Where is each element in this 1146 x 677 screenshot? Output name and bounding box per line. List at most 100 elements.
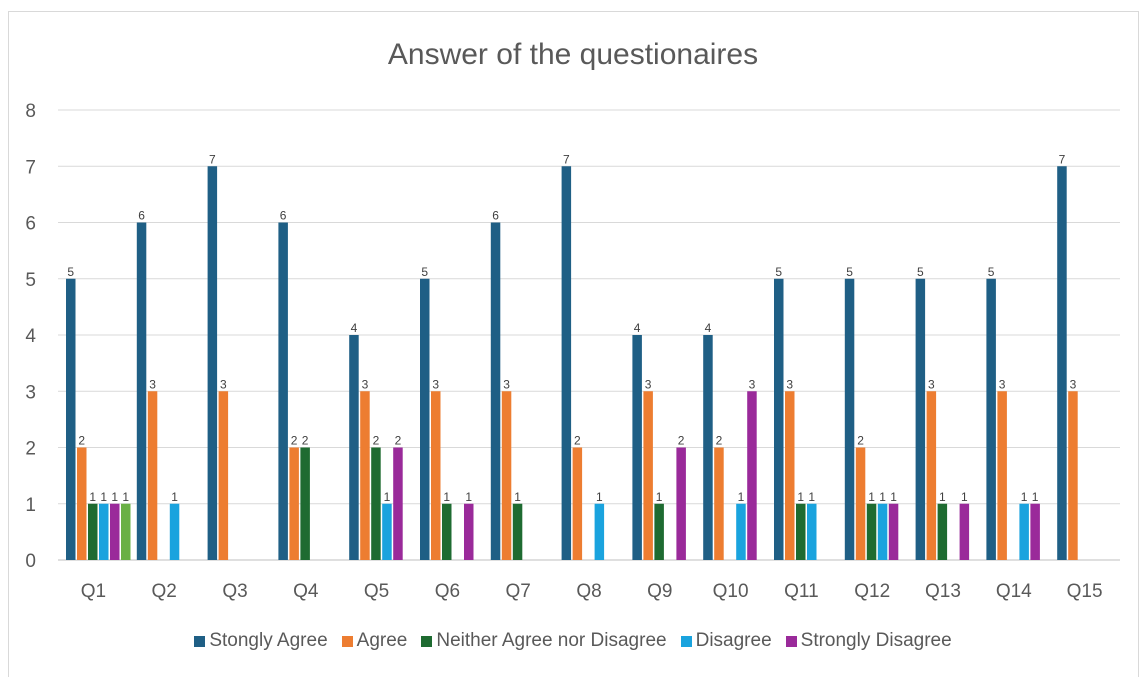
x-tick-label: Q15 — [1067, 581, 1103, 602]
bar — [169, 503, 180, 560]
bar — [442, 503, 452, 560]
x-tick-label: Q5 — [364, 581, 389, 602]
bar-data-label: 1 — [171, 490, 178, 504]
bar-data-label: 1 — [797, 490, 804, 504]
x-tick-label: Q11 — [784, 581, 819, 602]
bar-data-label: 1 — [868, 490, 875, 504]
y-tick-label: 6 — [25, 214, 36, 235]
x-tick-label: Q13 — [925, 581, 961, 602]
bar-data-label: 1 — [443, 490, 450, 504]
bar-data-label: 4 — [634, 321, 641, 335]
bar — [300, 447, 310, 560]
y-tick-label: 1 — [25, 495, 36, 516]
bar — [382, 503, 392, 560]
chart-frame — [8, 11, 1139, 677]
bar — [654, 503, 664, 560]
bar — [844, 278, 855, 560]
bar — [393, 447, 403, 560]
bar — [736, 503, 746, 560]
bar-data-label: 6 — [492, 209, 499, 223]
bar — [360, 391, 370, 560]
bar-data-label: 1 — [961, 490, 968, 504]
bar — [774, 278, 784, 560]
bar-data-label: 1 — [100, 490, 107, 504]
x-tick-label: Q6 — [435, 581, 460, 602]
bar-data-label: 3 — [645, 377, 652, 391]
bar — [926, 391, 937, 560]
bar-data-label: 2 — [78, 434, 85, 448]
bar-data-label: 5 — [988, 265, 995, 279]
bar-data-label: 6 — [280, 209, 287, 223]
bar-data-label: 1 — [514, 490, 521, 504]
bar-data-label: 2 — [302, 434, 309, 448]
bar-data-label: 5 — [775, 265, 782, 279]
x-tick-label: Q4 — [293, 581, 319, 602]
bar-data-label: 1 — [939, 490, 946, 504]
bar — [136, 222, 147, 560]
bar — [147, 391, 158, 560]
bar — [490, 222, 501, 560]
bar — [888, 503, 899, 560]
bar-data-label: 1 — [879, 490, 886, 504]
bar-data-label: 4 — [705, 321, 712, 335]
x-tick-label: Q7 — [506, 581, 531, 602]
legend-label: Strongly Disagree — [800, 630, 952, 651]
bar — [676, 447, 686, 560]
bar — [796, 503, 806, 560]
legend-item: Neither Agree nor Disagree — [421, 630, 667, 652]
bar — [512, 503, 523, 560]
bar — [99, 503, 109, 560]
x-tick-label: Q3 — [222, 581, 247, 602]
bar-data-label: 1 — [656, 490, 663, 504]
bar-data-label: 7 — [1059, 152, 1066, 166]
legend-swatch — [680, 635, 692, 647]
legend-label: Disagree — [695, 630, 772, 651]
x-tick-label: Q8 — [576, 581, 601, 602]
bar — [349, 335, 359, 560]
bar-data-label: 1 — [808, 490, 815, 504]
bar — [371, 447, 381, 560]
legend-item: Disagree — [680, 630, 772, 652]
bar — [431, 391, 441, 560]
bar-data-label: 5 — [421, 265, 428, 279]
bar-data-label: 3 — [503, 377, 510, 391]
bar — [561, 166, 572, 560]
bar-data-label: 1 — [111, 490, 118, 504]
y-tick-label: 0 — [25, 551, 36, 572]
legend-item: Agree — [341, 630, 408, 652]
bar — [278, 222, 288, 560]
bar — [632, 335, 642, 560]
x-tick-label: Q1 — [81, 581, 106, 602]
x-tick-label: Q14 — [996, 581, 1032, 602]
bar — [594, 503, 605, 560]
x-tick-label: Q9 — [647, 581, 672, 602]
legend-label: Agree — [356, 630, 408, 651]
bar-data-label: 3 — [362, 377, 369, 391]
legend-item: Stongly Agree — [194, 630, 328, 652]
bar-data-label: 3 — [999, 377, 1006, 391]
bar — [572, 447, 583, 560]
bar-data-label: 3 — [786, 377, 793, 391]
bar — [207, 166, 218, 560]
legend-swatch — [785, 635, 797, 647]
bar-data-label: 1 — [1021, 490, 1028, 504]
bar-data-label: 1 — [384, 490, 391, 504]
bar — [66, 278, 76, 560]
x-tick-label: Q12 — [854, 581, 890, 602]
bar-data-label: 2 — [291, 434, 298, 448]
bar — [915, 278, 926, 560]
bar-data-label: 2 — [716, 434, 723, 448]
bar-data-label: 3 — [432, 377, 439, 391]
y-tick-label: 7 — [25, 157, 36, 178]
bar — [959, 503, 970, 560]
y-tick-label: 5 — [25, 270, 36, 291]
bar-data-label: 1 — [89, 490, 96, 504]
legend-label: Neither Agree nor Disagree — [436, 630, 667, 651]
bar — [88, 503, 98, 560]
bar-data-label: 3 — [749, 377, 756, 391]
bar-data-label: 1 — [122, 490, 129, 504]
bar — [121, 503, 131, 560]
bar-data-label: 3 — [928, 377, 935, 391]
bar — [501, 391, 512, 560]
